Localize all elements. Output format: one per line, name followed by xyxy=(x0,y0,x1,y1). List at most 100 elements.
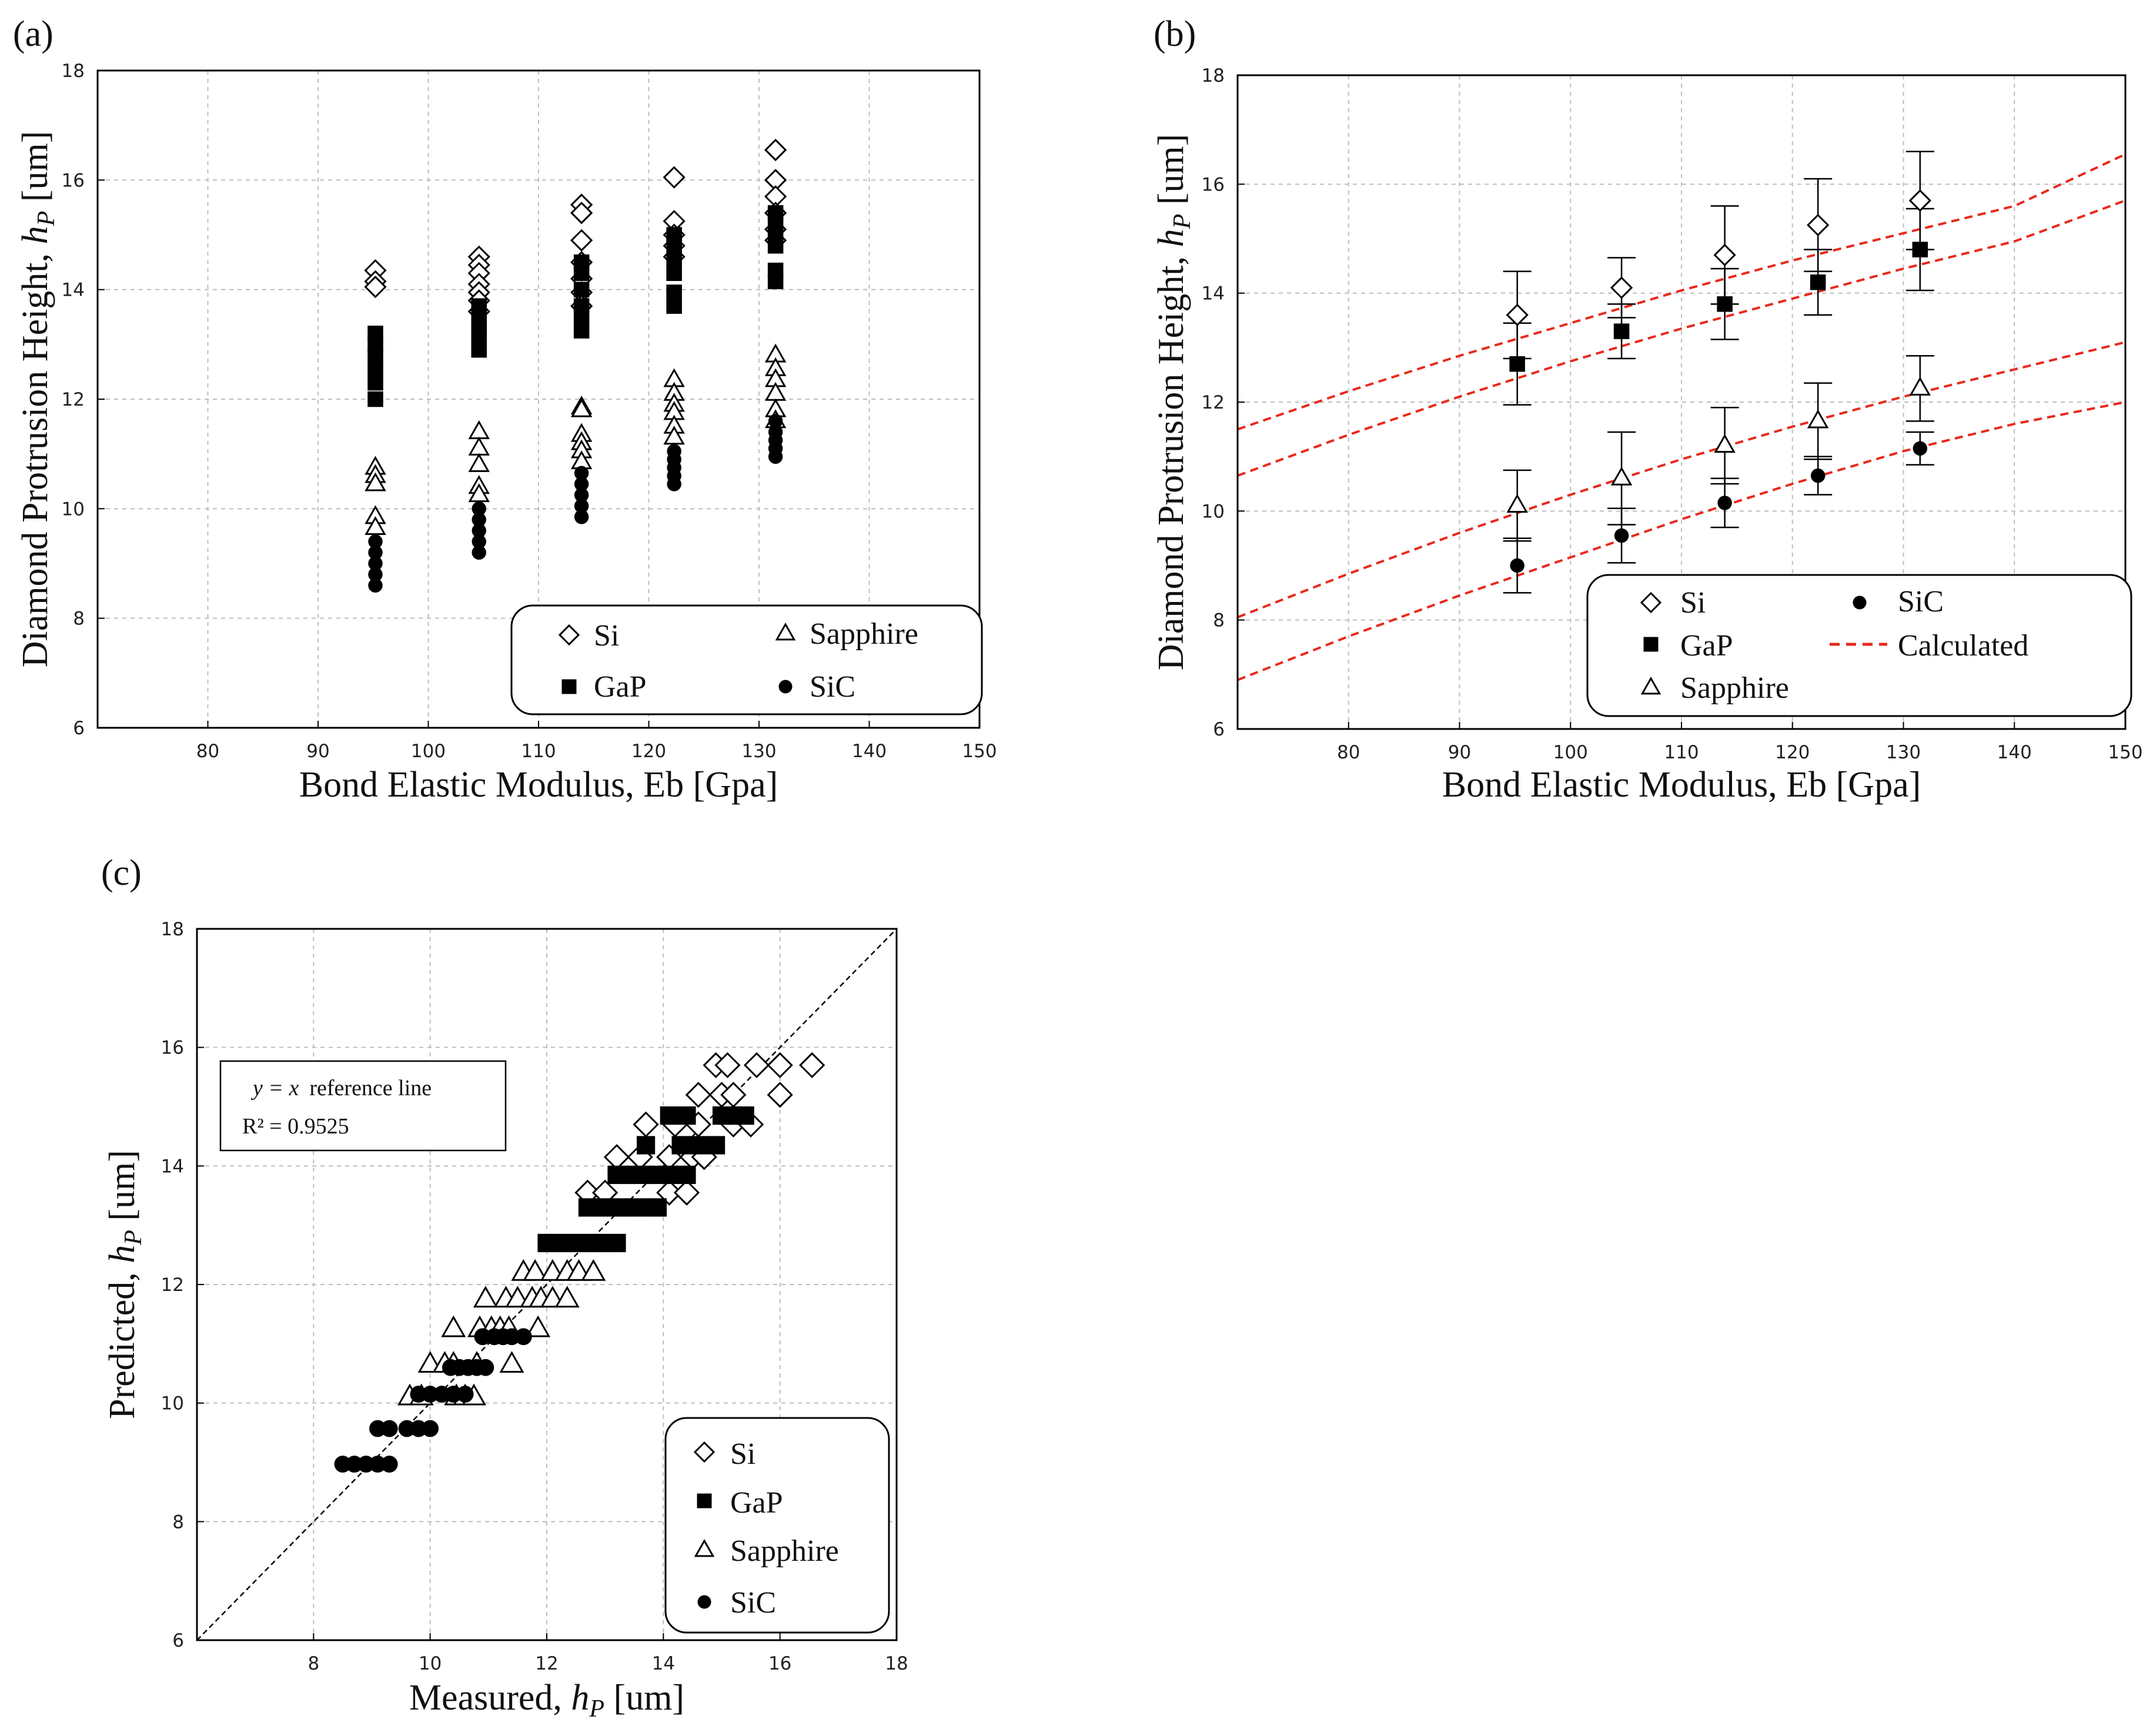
panel-c-point-si-3 xyxy=(673,1179,700,1206)
panel-c-y-label-text: Predicted, xyxy=(102,1263,142,1419)
panel-b-legend-markers xyxy=(1640,591,1867,695)
panel-c-annotation-reference: reference line xyxy=(309,1076,432,1101)
panel-c-point-sic-8 xyxy=(410,1420,427,1437)
panel-a-point-gap-21 xyxy=(666,285,682,300)
panel-b-xtick-label-120: 120 xyxy=(1775,742,1810,763)
panel-c-point-gap-5 xyxy=(578,1198,597,1217)
panel-b-point-sapphire-1 xyxy=(1610,466,1633,486)
panel-b-point-gap-2 xyxy=(1717,296,1733,312)
panel-a-xtick-label-100: 100 xyxy=(411,741,446,762)
panel-a-xtick-label-90: 90 xyxy=(306,741,329,762)
panel-c-point-sapphire-24 xyxy=(523,1259,548,1281)
panel-a-point-sic-24 xyxy=(768,449,783,464)
panel-c-plot-frame xyxy=(196,928,898,1641)
panel-c-point-gap-15 xyxy=(636,1136,656,1155)
panel-c-point-sic-6 xyxy=(380,1420,398,1437)
panel-b-calculated-curve-0 xyxy=(1237,153,2126,431)
panel-c-xtick-label-16: 16 xyxy=(768,1653,791,1674)
panel-a-y-label-unit: [um] xyxy=(15,131,55,211)
panel-b-legend-si: Si xyxy=(1680,586,1706,620)
panel-c-legend: Si GaP Sapphire SiC xyxy=(664,1417,890,1634)
panel-b-xtick-label-90: 90 xyxy=(1448,742,1471,763)
panel-a-ytick-label-18: 18 xyxy=(62,61,85,82)
panel-c-annotation-box xyxy=(219,1060,507,1152)
panel-b-point-sapphire-0 xyxy=(1506,494,1528,513)
panel-c-legend-gap-marker xyxy=(697,1493,712,1508)
panel-a-ticks: 80 90 100 110 120 130 140 150 6 8 10 12 14 16 18 xyxy=(62,61,997,762)
panel-c-legend-sapphire-marker xyxy=(694,1538,715,1557)
panel-a-point-sic-11 xyxy=(574,477,589,491)
panel-b-plot-frame xyxy=(1236,74,2127,730)
panel-c-point-sic-19 xyxy=(477,1359,494,1376)
panel-b-xtick-label-130: 130 xyxy=(1886,742,1921,763)
panel-b-point-sic-4 xyxy=(1913,441,1928,456)
panel-c-point-gap-7 xyxy=(613,1198,632,1217)
panel-a-point-sic-3 xyxy=(368,567,383,582)
panel-a-point-gap-5 xyxy=(367,391,383,407)
panel-a-ytick-label-14: 14 xyxy=(62,280,85,301)
panel-c-markers xyxy=(334,1052,825,1473)
panel-b-ytick-label-6: 6 xyxy=(1213,719,1225,740)
panel-a-legend: Si Sapphire GaP SiC xyxy=(510,604,983,715)
panel-c-xtick-label-14: 14 xyxy=(652,1653,675,1674)
panel-a-markers xyxy=(364,138,787,593)
panel-c-y-label-subscript: P xyxy=(120,1230,147,1246)
panel-c-point-sic-1 xyxy=(346,1456,363,1473)
panel-b-legend-sic-marker xyxy=(1853,596,1867,610)
panel-c-legend-si: Si xyxy=(730,1437,755,1471)
panel-a-y-label-text: Diamond Protrusion Height, xyxy=(15,244,55,667)
panel-c-point-si-20 xyxy=(743,1052,770,1079)
panel-c-point-si-22 xyxy=(799,1052,825,1079)
panel-c-point-gap-0 xyxy=(537,1233,556,1253)
panel-c-point-sapphire-27 xyxy=(566,1259,591,1281)
panel-c-ticks: 8 10 12 14 16 18 6 8 10 12 14 16 18 xyxy=(161,919,908,1674)
panel-b-point-gap-0 xyxy=(1509,356,1525,372)
panel-c-point-gap-2 xyxy=(572,1233,591,1253)
panel-b-point-sic-3 xyxy=(1810,468,1826,483)
panel-b-point-sic-1 xyxy=(1614,528,1629,543)
panel-a-point-sic-4 xyxy=(368,578,383,593)
panel-c-point-gap-4 xyxy=(607,1233,626,1253)
panel-b-markers xyxy=(1506,189,1931,573)
panel-a-legend-si: Si xyxy=(594,619,619,653)
panel-c-label: (c) xyxy=(101,853,142,893)
panel-a-xtick-label-150: 150 xyxy=(962,741,997,762)
panel-a-ytick-label-8: 8 xyxy=(73,608,85,630)
panel-a-point-sic-0 xyxy=(368,534,383,549)
panel-a-point-sic-5 xyxy=(472,501,486,516)
panel-c-point-sic-9 xyxy=(422,1420,439,1437)
panel-a-point-sic-13 xyxy=(574,499,589,513)
panel-c-point-gap-14 xyxy=(677,1165,696,1185)
panel-a-point-sic-12 xyxy=(574,487,589,503)
panel-b-x-axis-label: Bond Elastic Modulus, Eb [Gpa] xyxy=(1442,765,1921,805)
panel-a-point-sapphire-4 xyxy=(365,516,386,535)
panel-b-calculated-curve-1 xyxy=(1237,199,2126,477)
panel-a-label: (a) xyxy=(13,14,54,54)
panel-a-point-si-12 xyxy=(570,229,593,252)
panel-c-annotation-equation: y = x xyxy=(250,1076,299,1101)
panel-a-point-si-2 xyxy=(364,275,387,299)
panel-c-y-axis-label: Predicted, hP [um] xyxy=(102,1150,147,1419)
panel-c-point-sapphire-21 xyxy=(540,1286,565,1308)
panel-b-legend: Si SiC GaP Calculated Sapphire xyxy=(1586,574,2132,717)
panel-a-legend-sapphire-marker xyxy=(775,622,796,641)
panel-b-point-si-3 xyxy=(1807,213,1830,236)
panel-a-x-axis-label: Bond Elastic Modulus, Eb [Gpa] xyxy=(299,765,778,805)
panel-b-xtick-label-80: 80 xyxy=(1337,742,1360,763)
panel-b-ytick-label-12: 12 xyxy=(1202,392,1225,413)
panel-a-ytick-label-16: 16 xyxy=(62,170,85,191)
panel-c-ytick-label-6: 6 xyxy=(172,1630,184,1651)
panel-c-legend-box xyxy=(664,1417,890,1634)
panel-a-legend-gap-marker xyxy=(561,679,577,694)
panel-c-point-gap-17 xyxy=(689,1136,708,1155)
panel-c-point-gap-23 xyxy=(736,1106,754,1125)
panel-c-point-sic-20 xyxy=(474,1328,492,1346)
panel-c-ytick-label-14: 14 xyxy=(161,1156,184,1177)
panel-a-legend-box xyxy=(510,604,983,715)
panel-a-legend-markers xyxy=(558,622,796,694)
panel-c-ytick-label-18: 18 xyxy=(161,919,184,940)
panel-a-point-si-11 xyxy=(570,202,593,225)
panel-a-point-gap-26 xyxy=(767,238,784,254)
panel-c-x-label-subscript: P xyxy=(589,1695,604,1722)
panel-b-point-sapphire-4 xyxy=(1909,376,1931,396)
